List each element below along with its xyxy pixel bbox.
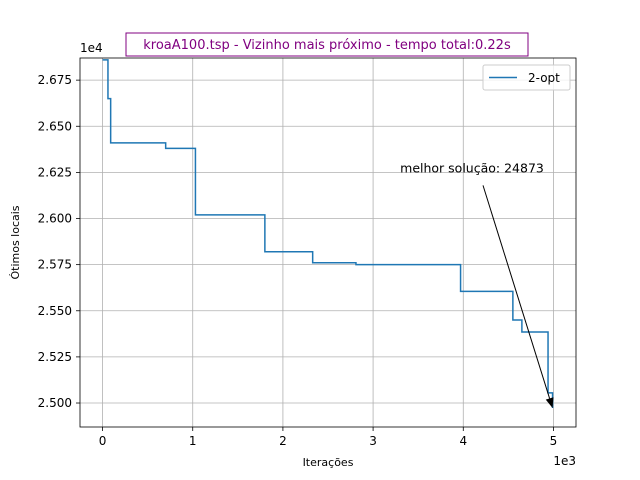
chart-title-box: kroaA100.tsp - Vizinho mais próximo - te…: [125, 32, 529, 57]
annotation-arrow-line: [482, 185, 551, 399]
y-axis-ticks: 2.500 2.525 2.550 2.575 2.600 2.625 2.650 2.675: [38, 73, 80, 410]
x-tick-label: 4: [459, 434, 467, 448]
y-tick-label: 2.550: [38, 304, 72, 318]
y-tick-label: 2.625: [38, 165, 72, 179]
legend: 2-opt: [482, 64, 571, 91]
x-tick-label: 2: [279, 434, 287, 448]
x-axis-label: Iterações: [303, 456, 354, 469]
annotation: melhor solução: 24873: [400, 160, 554, 408]
legend-frame: [482, 64, 571, 91]
y-tick-label: 2.500: [38, 396, 72, 410]
y-offset-label: 1e4: [80, 41, 103, 55]
title-frame: [125, 32, 529, 57]
x-tick-label: 0: [99, 434, 107, 448]
y-tick-label: 2.650: [38, 119, 72, 133]
y-axis-label: Ótimos locais: [9, 205, 22, 279]
x-tick-label: 5: [550, 434, 558, 448]
y-tick-label: 2.675: [38, 73, 72, 87]
plot-frame: [79, 57, 577, 428]
x-offset-label: 1e3: [553, 454, 576, 468]
x-tick-label: 3: [369, 434, 377, 448]
annotation-arrow-head: [545, 397, 554, 408]
x-axis-ticks: 0 1 2 3 4 5: [99, 427, 558, 448]
series-layer: [102, 59, 554, 408]
annotation-text: melhor solução: 24873: [400, 160, 544, 175]
y-tick-label: 2.575: [38, 258, 72, 272]
legend-label-2-opt: 2-opt: [528, 71, 560, 85]
x-tick-label: 1: [189, 434, 197, 448]
chart-title: kroaA100.tsp - Vizinho mais próximo - te…: [143, 38, 511, 53]
series-line-2-opt: [102, 59, 554, 408]
y-tick-label: 2.525: [38, 350, 72, 364]
y-tick-label: 2.600: [38, 212, 72, 226]
